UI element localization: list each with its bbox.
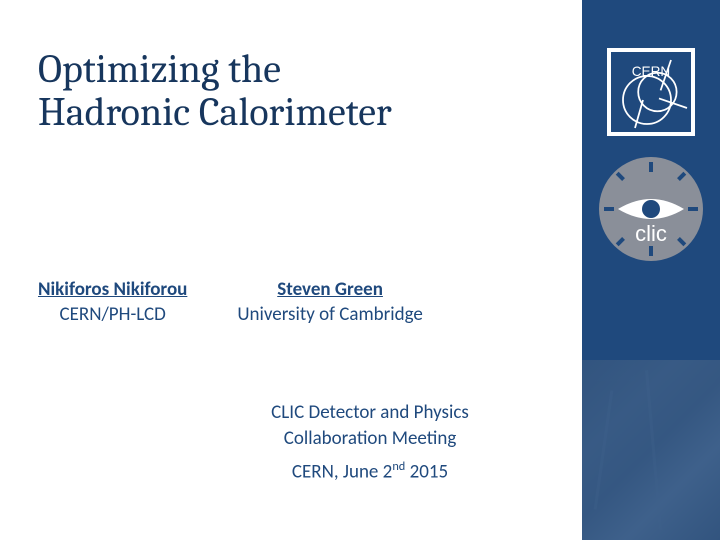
- cern-logo-text: CERN: [632, 64, 671, 79]
- page-title: Optimizing the Hadronic Calorimeter: [38, 48, 498, 134]
- meeting-line-2: Collaboration Meeting: [220, 426, 520, 452]
- meeting-date-ordinal: nd: [392, 459, 405, 474]
- meeting-info: CLIC Detector and Physics Collaboration …: [220, 400, 520, 485]
- title-line-1: Optimizing the: [38, 46, 281, 92]
- author-block-2: Steven Green University of Cambridge: [237, 278, 422, 326]
- clic-logo-text: clic: [635, 221, 667, 246]
- meeting-date-prefix: CERN, June 2: [292, 461, 392, 484]
- clic-logo-icon: clic: [598, 156, 704, 262]
- authors-row: Nikiforos Nikiforou CERN/PH-LCD Steven G…: [38, 278, 538, 326]
- author-1-affiliation: CERN/PH-LCD: [38, 303, 187, 326]
- author-2-name: Steven Green: [237, 278, 422, 301]
- meeting-line-1: CLIC Detector and Physics: [220, 400, 520, 426]
- author-1-name: Nikiforos Nikiforou: [38, 278, 187, 301]
- author-2-affiliation: University of Cambridge: [237, 303, 422, 326]
- cern-logo-icon: CERN: [607, 48, 695, 136]
- meeting-date: CERN, June 2nd 2015: [220, 459, 520, 485]
- meeting-date-year: 2015: [405, 461, 448, 484]
- title-line-2: Hadronic Calorimeter: [38, 89, 392, 135]
- detector-photo-faded: [582, 360, 720, 540]
- author-block-1: Nikiforos Nikiforou CERN/PH-LCD: [38, 278, 187, 326]
